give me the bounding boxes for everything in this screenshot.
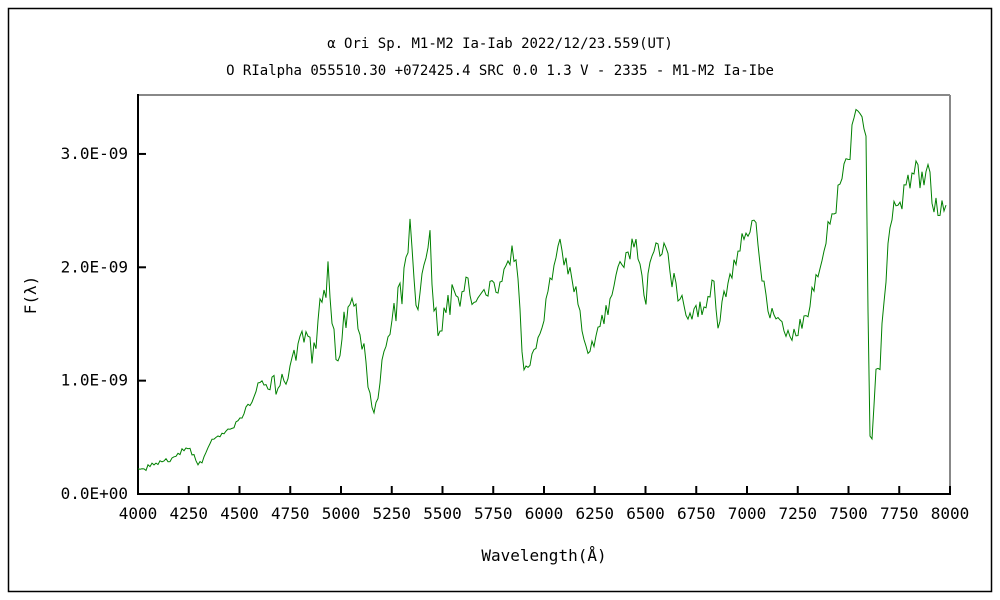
x-tick-label: 5750 xyxy=(474,504,513,523)
x-tick-label: 4250 xyxy=(169,504,208,523)
y-axis-title: F(λ) xyxy=(21,276,40,315)
y-tick-label: 2.0E-09 xyxy=(61,257,128,276)
x-tick-label: 7750 xyxy=(880,504,919,523)
x-tick-label: 4750 xyxy=(271,504,310,523)
x-tick-label: 6500 xyxy=(626,504,665,523)
x-tick-label: 7250 xyxy=(778,504,817,523)
y-tick-label: 1.0E-09 xyxy=(61,371,128,390)
x-tick-label: 5500 xyxy=(423,504,462,523)
x-tick-label: 4500 xyxy=(220,504,259,523)
x-tick-label: 5250 xyxy=(372,504,411,523)
x-tick-label: 7500 xyxy=(829,504,868,523)
y-tick-label: 3.0E-09 xyxy=(61,144,128,163)
x-tick-label: 6000 xyxy=(525,504,564,523)
outer-border xyxy=(7,7,993,593)
x-tick-label: 5000 xyxy=(322,504,361,523)
y-ticks-group: 0.0E+00 1.0E-09 2.0E-09 3.0E-09 xyxy=(61,144,146,503)
x-axis-title: Wavelength(Å) xyxy=(481,546,606,565)
x-tick-label: 6250 xyxy=(575,504,614,523)
x-tick-label: 8000 xyxy=(931,504,970,523)
x-tick-label: 7000 xyxy=(728,504,767,523)
x-tick-label: 6750 xyxy=(677,504,716,523)
y-tick-label: 0.0E+00 xyxy=(61,484,128,503)
chart-subtitle: O RIalpha 055510.30 +072425.4 SRC 0.0 1.… xyxy=(226,63,774,79)
x-ticks-group: 4000 4250 4500 4750 5000 5250 5500 5750 6000 6250… xyxy=(119,486,970,523)
chart-title: α Ori Sp. M1-M2 Ia-Iab 2022/12/23.559(UT… xyxy=(327,36,673,52)
spectrum-line xyxy=(137,108,947,472)
x-tick-label: 4000 xyxy=(119,504,158,523)
